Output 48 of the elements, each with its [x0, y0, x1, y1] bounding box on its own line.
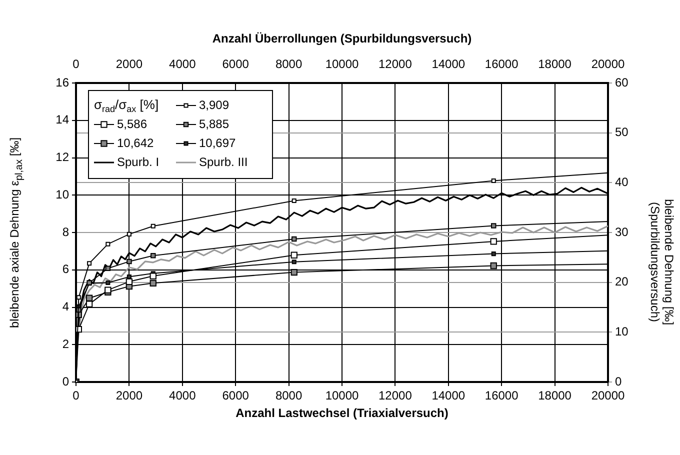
x-tick-label: 20000 — [591, 388, 626, 403]
y2-tick-label: 20 — [615, 274, 629, 289]
x-tick-label: 6000 — [222, 388, 250, 403]
y2-tick-label: 0 — [615, 374, 622, 388]
x2-tick-label: 10000 — [325, 57, 360, 72]
x2-axis-title: Anzahl Überrollungen (Spurbildungsversuch) — [212, 32, 472, 46]
y-tick-label: 14 — [56, 112, 70, 127]
y-tick-label: 10 — [56, 187, 70, 202]
x-tick-label: 4000 — [169, 388, 196, 403]
y-tick-label: 4 — [62, 300, 70, 314]
x2-tick-label: 0 — [72, 57, 80, 72]
x2-tick-label: 12000 — [378, 57, 412, 72]
x-tick-label: 8000 — [275, 388, 302, 403]
x2-tick-label: 20000 — [591, 57, 626, 72]
x2-tick-label: 16000 — [484, 57, 519, 72]
y2-tick-label: 30 — [615, 224, 629, 239]
y-tick-label: 16 — [56, 75, 70, 90]
legend-label: 3,909 — [199, 98, 230, 112]
y2-tick-label: 10 — [615, 324, 629, 338]
y-tick-label: 12 — [56, 150, 70, 164]
x-axis-title: Anzahl Lastwechsel (Triaxialversuch) — [236, 406, 448, 420]
legend-label: Spurb. III — [199, 154, 248, 169]
x2-tick-label: 2000 — [116, 57, 143, 72]
x2-tick-label: 8000 — [275, 57, 302, 72]
x2-tick-label: 18000 — [538, 57, 572, 72]
x-tick-label: 18000 — [538, 388, 572, 403]
x-tick-label: 2000 — [116, 388, 143, 403]
y-tick-label: 6 — [62, 262, 70, 276]
y-tick-label: 8 — [62, 224, 70, 239]
x2-tick-label: 14000 — [432, 57, 466, 72]
legend-label: 5,885 — [199, 116, 230, 131]
y2-axis-title: bleibende Dehnung [‰] (Spurbildungsversuch) — [648, 198, 676, 328]
legend-label: 10,642 — [117, 136, 154, 150]
y-tick-label: 0 — [62, 374, 70, 388]
y2-tick-label: 40 — [615, 174, 629, 189]
x-tick-label: 0 — [72, 388, 80, 403]
x2-tick-label: 6000 — [222, 57, 250, 72]
x2-tick-label: 4000 — [169, 57, 196, 72]
x-tick-label: 14000 — [432, 388, 466, 403]
y2-tick-label: 50 — [615, 125, 629, 140]
x-tick-label: 10000 — [325, 388, 360, 403]
y-tick-label: 2 — [62, 336, 70, 351]
x-tick-label: 12000 — [378, 388, 412, 403]
y2-tick-label: 60 — [615, 75, 629, 90]
x-tick-label: 16000 — [484, 388, 519, 403]
legend-label: 5,586 — [117, 116, 148, 131]
legend-label: Spurb. I — [117, 154, 160, 169]
legend-label: 10,697 — [199, 136, 236, 150]
